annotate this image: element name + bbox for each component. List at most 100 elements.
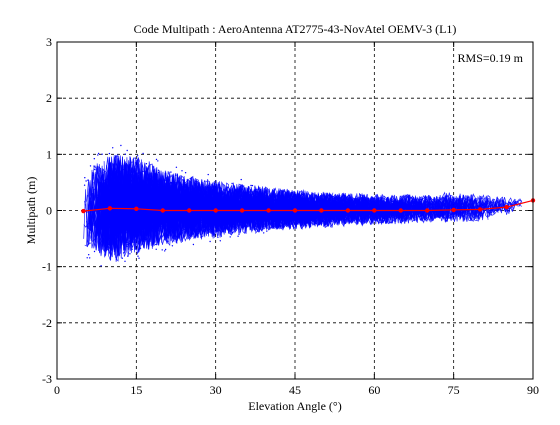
sample-point — [100, 265, 102, 267]
sample-point — [112, 228, 114, 231]
sample-point — [194, 230, 196, 232]
sample-point — [137, 243, 140, 245]
sample-point — [90, 194, 92, 196]
sample-point — [95, 184, 98, 186]
mean-point — [213, 208, 218, 213]
sample-point — [266, 230, 268, 232]
sample-point — [100, 176, 103, 179]
sample-point — [167, 226, 169, 229]
sample-point — [103, 184, 105, 186]
sample-point — [94, 168, 96, 171]
sample-point — [193, 216, 195, 218]
sample-point — [266, 199, 268, 201]
sample-point — [121, 257, 124, 259]
sample-point — [243, 219, 246, 222]
sample-point — [253, 228, 255, 230]
sample-point — [249, 225, 251, 228]
sample-point — [181, 170, 183, 172]
sample-point — [119, 205, 121, 208]
sample-point — [203, 197, 205, 199]
sample-point — [157, 160, 159, 162]
sample-point — [179, 200, 181, 202]
sample-point — [143, 205, 146, 207]
sample-point — [112, 147, 114, 149]
sample-point — [259, 193, 261, 195]
sample-point — [121, 169, 124, 171]
mean-point — [398, 208, 403, 213]
sample-point — [142, 201, 144, 203]
sample-point — [190, 181, 192, 184]
sample-point — [125, 217, 128, 219]
sample-point — [193, 203, 195, 205]
sample-point — [117, 166, 120, 169]
sample-point — [264, 212, 267, 214]
sample-point — [262, 225, 265, 228]
sample-point — [108, 237, 111, 239]
mean-point — [319, 208, 324, 213]
sample-point — [164, 250, 166, 252]
sample-point — [210, 219, 212, 221]
sample-point — [98, 213, 101, 215]
sample-point — [165, 189, 168, 192]
y-tick-label: 3 — [46, 35, 52, 49]
sample-point — [260, 212, 262, 214]
sample-point — [153, 173, 155, 175]
sample-point — [211, 214, 213, 216]
sample-point — [155, 217, 158, 219]
sample-point — [120, 144, 122, 147]
sample-point — [139, 247, 142, 249]
sample-point — [175, 174, 177, 176]
sample-point — [101, 153, 103, 155]
sample-point — [234, 208, 236, 210]
sample-point — [221, 194, 223, 196]
sample-point — [157, 171, 160, 174]
sample-point — [235, 199, 238, 201]
sample-point — [257, 188, 260, 190]
sample-point — [89, 242, 91, 244]
sample-point — [131, 179, 133, 181]
sample-point — [231, 182, 233, 185]
mean-line-path — [83, 199, 534, 212]
sample-point — [213, 196, 215, 198]
sample-point — [84, 177, 86, 179]
mean-point — [372, 208, 377, 213]
sample-point — [240, 189, 242, 191]
sample-point — [201, 181, 203, 184]
sample-point — [209, 240, 211, 243]
sample-point — [196, 204, 198, 207]
sample-point — [93, 158, 96, 160]
y-tick-label: 2 — [46, 91, 52, 105]
sample-trace — [91, 161, 443, 239]
sample-point — [182, 179, 184, 181]
sample-point — [189, 178, 191, 180]
sample-point — [92, 174, 94, 177]
sample-point — [108, 200, 111, 202]
sample-point — [111, 211, 113, 214]
sample-point — [120, 176, 122, 179]
y-tick-label: -1 — [42, 260, 52, 274]
sample-point — [204, 180, 206, 182]
mean-line — [81, 198, 536, 214]
mean-point — [134, 206, 139, 211]
sample-point — [159, 197, 161, 200]
sample-point — [202, 222, 204, 224]
sample-point — [154, 198, 156, 200]
sample-point — [142, 152, 144, 155]
x-tick-label: 75 — [448, 383, 460, 397]
rms-annotation: RMS=0.19 m — [458, 51, 524, 65]
sample-point — [145, 222, 148, 224]
sample-point — [232, 222, 234, 224]
sample-point — [161, 249, 163, 251]
sample-point — [106, 178, 109, 181]
sample-point — [252, 195, 255, 198]
sample-point — [121, 166, 124, 168]
sample-point — [124, 153, 126, 155]
sample-point — [146, 224, 149, 227]
sample-point — [97, 154, 99, 156]
sample-point — [157, 180, 159, 182]
sample-point — [154, 235, 156, 237]
sample-point — [164, 248, 167, 251]
sample-point — [124, 260, 126, 262]
x-tick-label: 30 — [210, 383, 222, 397]
